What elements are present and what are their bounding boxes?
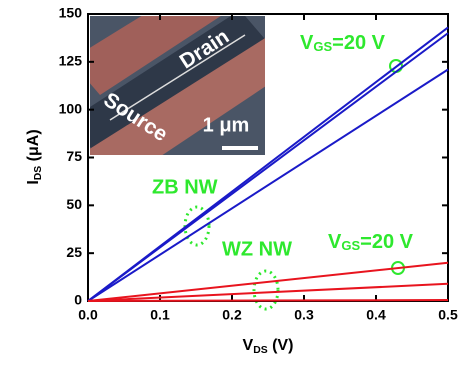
y-tick-label: 100 bbox=[59, 100, 83, 116]
annotation-part: =20 V bbox=[360, 231, 413, 253]
highlight bbox=[254, 271, 278, 309]
x-tick-label: 0.2 bbox=[222, 307, 242, 323]
y-tick-label: 25 bbox=[66, 244, 82, 260]
annotation: ZB NW bbox=[152, 176, 218, 198]
annotation: VGS=20 V bbox=[328, 231, 414, 253]
x-tick-label: 0.1 bbox=[150, 307, 170, 323]
y-axis-label: IDS (μA) bbox=[25, 129, 44, 184]
x-tick-label: 0.4 bbox=[366, 307, 386, 323]
y-tick-label: 50 bbox=[66, 196, 82, 212]
x-tick-label: 0.3 bbox=[294, 307, 314, 323]
annotation: WZ NW bbox=[222, 238, 292, 260]
x-tick-label: 0.5 bbox=[438, 307, 458, 323]
annotation-part: V bbox=[328, 231, 342, 253]
x-tick-label: 0.0 bbox=[78, 307, 98, 323]
annotation-part: GS bbox=[341, 238, 360, 253]
annotation-part: GS bbox=[313, 39, 332, 54]
y-tick-label: 150 bbox=[59, 5, 83, 21]
y-axis-label-part: (μA) bbox=[25, 129, 42, 165]
chart: Drain Source 1 μm 0.00.10.20.30.40.50255… bbox=[0, 0, 466, 362]
annotation-part: V bbox=[300, 32, 314, 54]
annotation: VGS=20 V bbox=[300, 32, 386, 54]
iv-curve bbox=[88, 263, 448, 301]
y-axis-label-part: DS bbox=[33, 166, 44, 181]
x-axis-label: VDS (V) bbox=[243, 337, 294, 356]
inset-label: 1 μm bbox=[203, 114, 250, 136]
x-axis-label-part: (V) bbox=[268, 337, 294, 354]
iv-curve bbox=[88, 284, 448, 301]
x-axis-label-part: DS bbox=[253, 345, 268, 356]
y-tick-label: 125 bbox=[59, 53, 83, 69]
annotation-part: =20 V bbox=[332, 32, 385, 54]
y-tick-label: 0 bbox=[74, 292, 82, 308]
x-axis-label-part: V bbox=[243, 337, 254, 354]
y-tick-label: 75 bbox=[66, 148, 82, 164]
iv-curve bbox=[88, 300, 448, 301]
inset-image bbox=[70, 0, 290, 190]
